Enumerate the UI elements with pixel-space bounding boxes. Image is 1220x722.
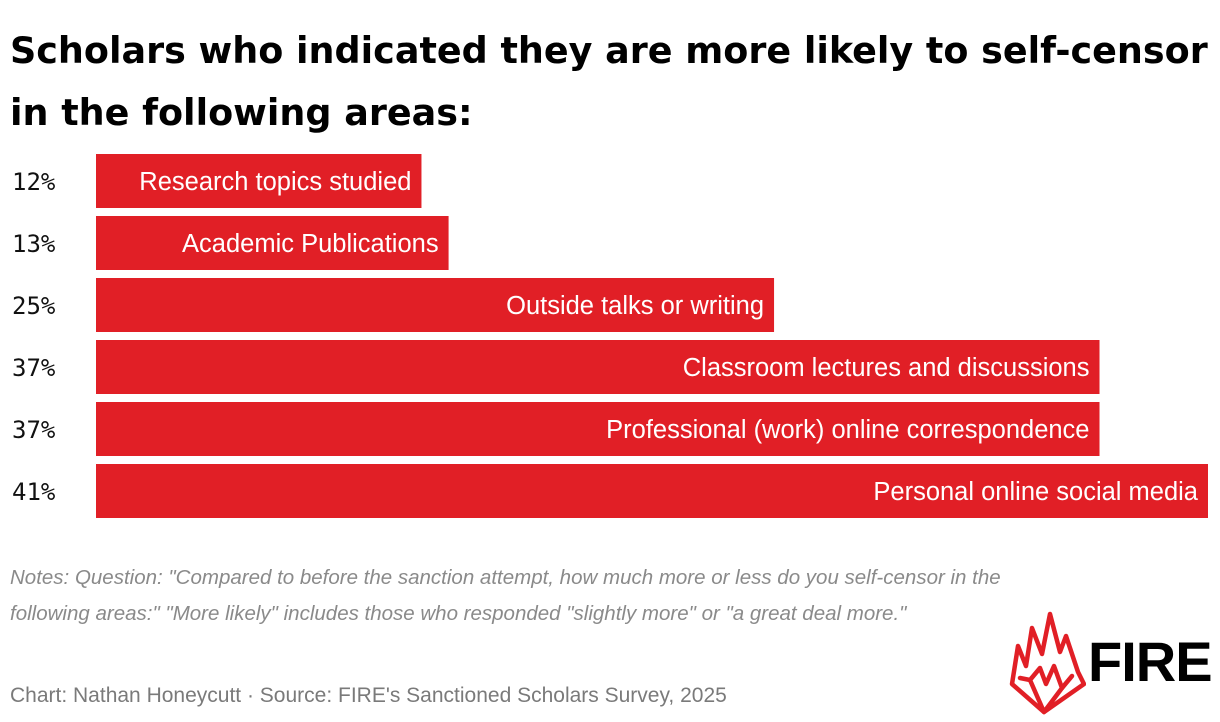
logo-text: FIRE [1088,630,1213,693]
bar [96,216,449,270]
category-label: Outside talks or writing [506,292,764,320]
chart-title: Scholars who indicated they are more lik… [10,29,1208,134]
bar-row: 37% Classroom lectures and discussions [12,340,1100,394]
bar-row: 25% Outside talks or writing [12,278,775,332]
bar-chart: 12% Research topics studied 13% Academic Pu… [12,154,1208,518]
bar [96,464,1208,518]
category-label: Personal online social media [873,478,1198,506]
fire-logo: FIRE [1006,608,1216,716]
category-label: Classroom lectures and discussions [683,354,1090,382]
value-label: 13% [12,230,56,258]
category-label: Academic Publications [182,230,439,258]
flame-icon [1009,611,1087,715]
bar-row: 12% Research topics studied [12,154,422,208]
bar [96,154,422,208]
bar-row: 41% Personal online social media [12,464,1208,518]
value-label: 37% [12,354,56,382]
value-label: 41% [12,478,56,506]
chart-credit: Chart: Nathan Honeycutt · Source: FIRE's… [10,684,727,707]
bar-row: 37% Professional (work) online correspond… [12,402,1100,456]
category-label: Research topics studied [139,168,411,196]
bar [96,278,775,332]
bar-row: 13% Academic Publications [12,216,449,270]
category-label: Professional (work) online correspondenc… [606,416,1089,444]
bar [96,402,1100,456]
value-label: 12% [12,168,56,196]
value-label: 37% [12,416,56,444]
chart-notes: Notes: Question: "Compared to before the… [10,566,1001,625]
value-label: 25% [12,292,56,320]
bar [96,340,1100,394]
